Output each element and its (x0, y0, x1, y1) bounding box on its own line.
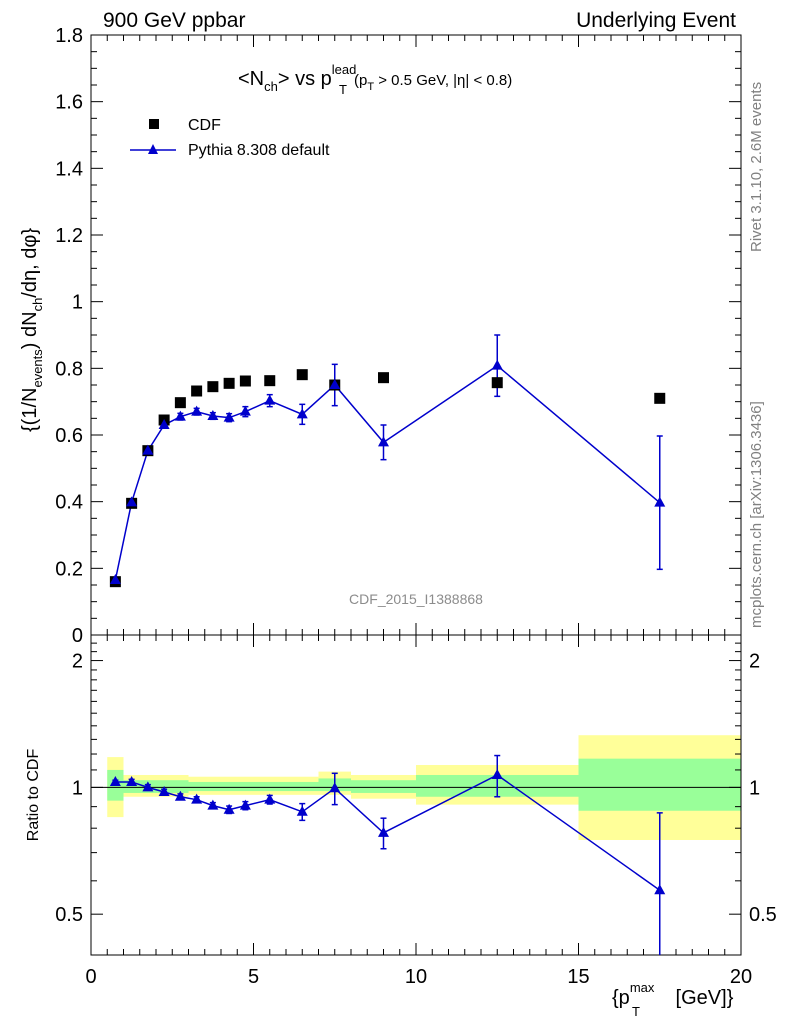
legend-mc-label: Pythia 8.308 default (188, 142, 330, 159)
cdf-data-point (239, 375, 251, 387)
mc-data-point (239, 405, 251, 416)
title-prefix: <N (238, 68, 264, 90)
title-sub2: T (339, 82, 347, 97)
main-y-tick-label: 1 (72, 292, 83, 314)
mc-data-point (191, 405, 203, 416)
mc-data-point (223, 411, 235, 422)
main-y-tick-label: 0.2 (55, 558, 83, 580)
ratio-frame (90, 634, 742, 956)
cdf-data-point (191, 385, 203, 397)
x-axis-label: {pmax T [GeV]} (612, 980, 734, 1019)
ratio-data-point (142, 781, 154, 792)
ratio-y-tick-label: 2 (72, 651, 83, 673)
cdf-data-point (296, 369, 308, 381)
cdf-data-point (654, 392, 666, 404)
mc-data-point (207, 410, 219, 420)
ratio-y-tick-label-right: 2 (749, 651, 760, 673)
cdf-data-point (174, 397, 186, 409)
x-tick-label: 20 (730, 966, 752, 988)
ratio-inner-band (123, 780, 189, 793)
mc-data-point (296, 408, 308, 419)
x-tick-label: 0 (85, 966, 96, 988)
ratio-data-point (491, 768, 503, 779)
ratio-data-point (264, 793, 276, 804)
cdf-data-point (207, 381, 219, 393)
ratio-y-axis-label: Ratio to CDF (25, 749, 42, 842)
cdf-data-point (223, 377, 235, 389)
x-tick-label: 10 (405, 966, 427, 988)
main-y-tick-label: 1.2 (55, 225, 83, 247)
ratio-data-point (239, 799, 251, 810)
x-tick-label: 5 (248, 966, 259, 988)
main-y-axis-label: {(1/Nevents) dNch/dη, dφ} (19, 228, 45, 432)
cdf-data-point (378, 372, 389, 384)
ratio-data-point (158, 786, 170, 797)
ratio-y-tick-label-right: 1 (749, 777, 760, 799)
title-cut-sub: T (367, 81, 374, 93)
main-y-tick-label: 1.8 (55, 25, 83, 47)
mcplots-source-label: mcplots.cern.ch [arXiv:1306.3436] (748, 401, 765, 628)
header-process-label: Underlying Event (576, 9, 736, 32)
title-cut1: (p (354, 72, 367, 89)
ratio-inner-band (578, 758, 741, 811)
ratio-y-tick-label: 1 (72, 777, 83, 799)
mc-data-point (654, 496, 666, 507)
ratio-data-point (378, 826, 389, 837)
mc-data-point (142, 444, 154, 455)
header-energy-label: 900 GeV ppbar (103, 9, 246, 32)
ratio-data-point (223, 803, 235, 814)
ratio-data-point (329, 782, 341, 793)
ratio-y-tick-label: 0.5 (55, 904, 83, 926)
ratio-data-point (191, 793, 203, 804)
mc-data-point (109, 574, 121, 584)
ratio-inner-band (188, 781, 319, 792)
mc-data-point (158, 419, 170, 429)
main-y-tick-label: 0.4 (55, 492, 83, 514)
plot-title: <Nch> vs plead T(pT > 0.5 GeV, |η| < 0.8) (238, 62, 512, 97)
main-y-tick-label: 0.8 (55, 358, 83, 380)
ratio-data-point (207, 799, 219, 810)
rivet-version-label: Rivet 3.1.10, 2.6M events (748, 81, 765, 252)
legend-cdf-marker (149, 119, 159, 129)
ratio-data-point (654, 884, 666, 895)
main-y-tick-label: 1.4 (55, 158, 83, 180)
main-y-tick-label: 0 (72, 625, 83, 647)
ratio-inner-band (351, 780, 416, 793)
analysis-watermark: CDF_2015_I1388868 (349, 591, 483, 607)
mc-data-point (126, 496, 138, 507)
legend-cdf-label: CDF (188, 117, 221, 134)
cdf-data-point (491, 377, 503, 389)
ratio-y-tick-label-right: 0.5 (749, 904, 777, 926)
cdf-data-point (264, 375, 276, 387)
main-y-tick-label: 1.6 (55, 92, 83, 114)
ratio-data-point (296, 805, 308, 816)
title-sub1: ch (264, 79, 278, 94)
mc-data-point (378, 436, 389, 447)
mc-series-line (114, 364, 661, 581)
title-cut2: > 0.5 GeV, |η| < 0.8) (374, 72, 512, 89)
mc-data-point (329, 379, 341, 389)
legend-mc-marker (148, 144, 158, 154)
main-y-tick-label: 0.6 (55, 425, 83, 447)
x-tick-label: 15 (567, 966, 589, 988)
ratio-data-point (126, 775, 138, 786)
title-mid: > vs p (278, 68, 332, 90)
title-sup: lead (332, 62, 357, 77)
mc-data-point (264, 394, 276, 405)
ratio-data-point (109, 775, 121, 786)
ratio-data-point (174, 790, 186, 801)
mc-data-point (491, 359, 503, 370)
mc-data-point (174, 410, 186, 421)
